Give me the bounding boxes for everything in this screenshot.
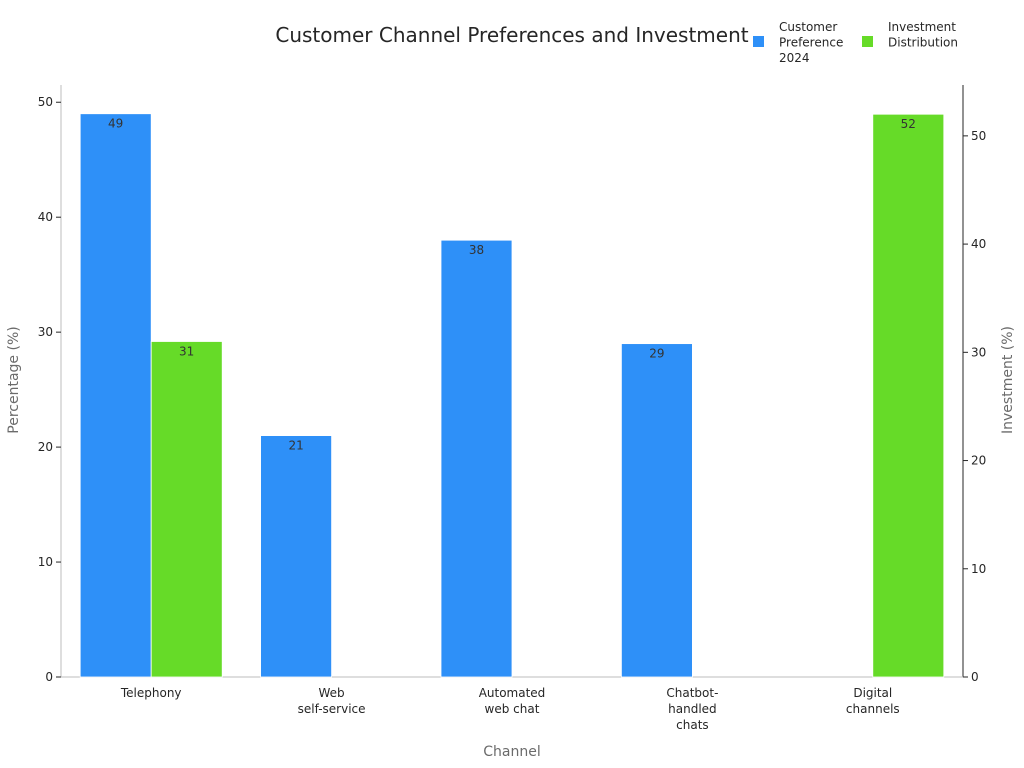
bar-value-label: 52 [901,117,916,131]
y-left-tick-label: 20 [38,440,53,454]
y-left-tick-label: 50 [38,95,53,109]
x-tick-label: Telephony [120,686,182,700]
y-right-tick-label: 10 [971,562,986,576]
bar-preference [621,343,693,678]
x-tick-label: Web self-service [298,686,366,716]
bar-investment [872,113,945,678]
y-right-tick-label: 50 [971,129,986,143]
bar-value-label: 29 [649,347,664,361]
legend: Customer Preference 2024 Investment Distribu… [753,20,958,65]
x-tick-label: Chatbot-handled chats [666,686,718,732]
bar-investment [150,341,223,678]
bar-preference [440,239,513,678]
x-tick-label: Digital channels [846,686,900,716]
y-right-tick-label: 30 [971,345,986,359]
legend-label: Investment Distribution [888,20,958,50]
bars [79,113,945,678]
bar-value-label: 49 [108,117,123,131]
bar-preference [79,113,152,678]
bar-value-label: 38 [469,243,484,257]
y-left-tick-label: 40 [38,210,53,224]
y-right-tick-label: 40 [971,237,986,251]
y-right-tick-label: 20 [971,454,986,468]
chart-title: Customer Channel Preferences and Investm… [275,23,748,47]
legend-swatch [753,36,764,47]
x-tick-label: Automated web chat [479,686,546,716]
y-left-tick-label: 0 [45,670,53,684]
bar-value-label: 21 [288,439,303,453]
bar-value-label: 31 [179,344,194,358]
legend-swatch [862,36,873,47]
legend-label: Customer Preference 2024 [779,20,843,65]
x-axis-label: Channel [483,744,540,760]
y-left-tick-label: 30 [38,325,53,339]
data-labels: 49 31 21 38 29 52 [108,117,916,453]
y-right-tick-label: 0 [971,670,979,684]
y-axis-left-label: Percentage (%) [6,326,22,433]
bar-preference [260,435,333,678]
y-axis-right-label: Investment (%) [1000,326,1016,434]
y-left-tick-label: 10 [38,555,53,569]
